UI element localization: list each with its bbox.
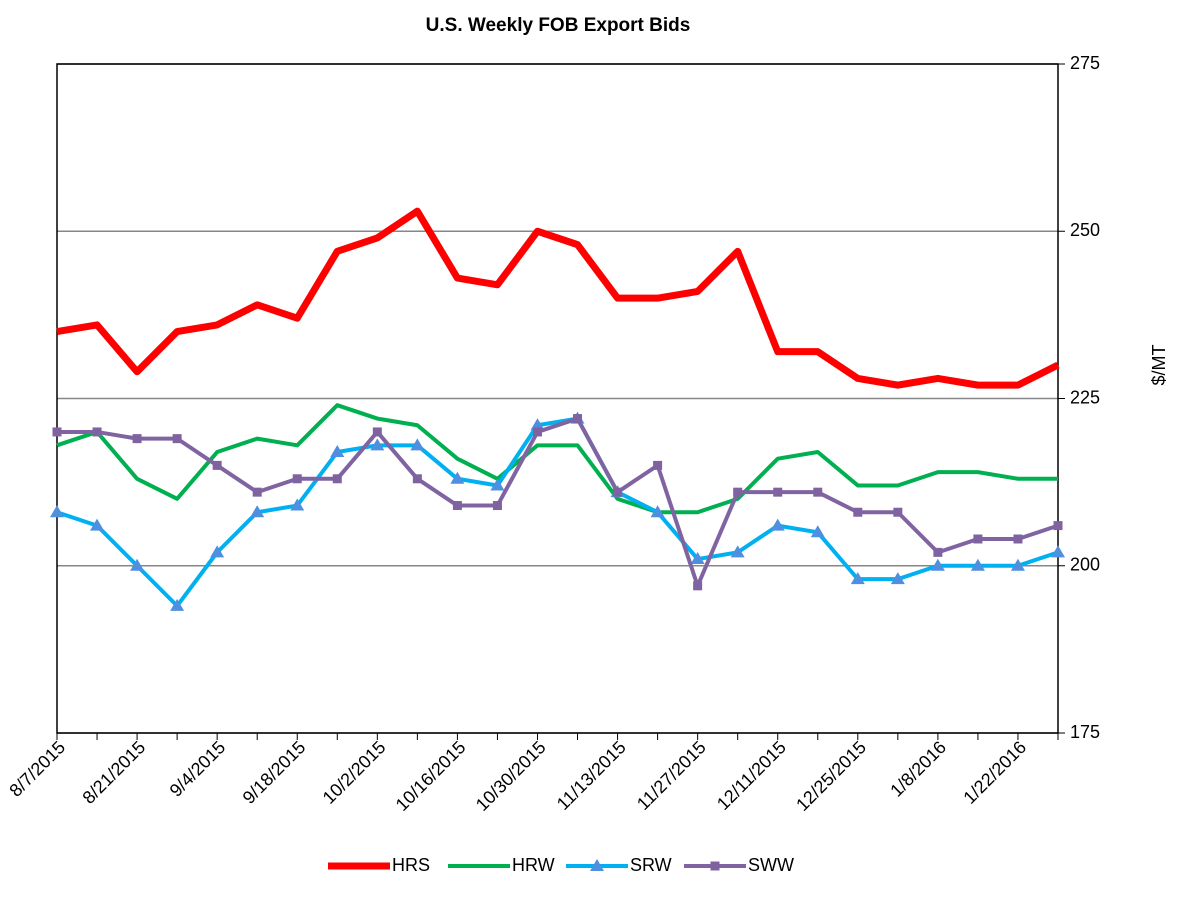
x-tick-label: 10/30/2015 bbox=[472, 737, 550, 815]
point-marker bbox=[490, 478, 505, 491]
point-marker bbox=[132, 434, 142, 444]
point-marker bbox=[210, 545, 225, 558]
point-marker bbox=[650, 505, 665, 518]
point-marker bbox=[770, 518, 785, 531]
point-marker bbox=[450, 471, 465, 484]
x-tick-label: 9/18/2015 bbox=[239, 737, 310, 808]
point-marker bbox=[410, 438, 425, 451]
point-marker bbox=[1053, 521, 1063, 531]
point-marker bbox=[332, 474, 342, 484]
point-marker bbox=[690, 552, 705, 565]
point-marker bbox=[292, 474, 302, 484]
point-marker bbox=[252, 487, 262, 497]
x-tick-label: 8/7/2015 bbox=[5, 737, 69, 801]
point-marker bbox=[850, 572, 865, 585]
series-line bbox=[56, 207, 1060, 389]
point-marker bbox=[810, 525, 825, 538]
point-marker bbox=[372, 427, 382, 437]
point-marker bbox=[532, 427, 542, 437]
legend-label: SWW bbox=[748, 855, 794, 875]
point-marker bbox=[92, 427, 102, 437]
legend-marker bbox=[710, 861, 720, 871]
y-tick-label: 250 bbox=[1070, 220, 1100, 240]
point-marker bbox=[370, 438, 385, 451]
point-marker bbox=[893, 507, 903, 517]
point-marker bbox=[330, 445, 345, 458]
x-tick-label: 12/25/2015 bbox=[792, 737, 870, 815]
series-line bbox=[56, 416, 1059, 608]
chart-title: U.S. Weekly FOB Export Bids bbox=[426, 15, 691, 36]
point-marker bbox=[290, 498, 305, 511]
point-marker bbox=[933, 547, 943, 557]
point-marker bbox=[1051, 545, 1065, 558]
point-marker bbox=[130, 558, 145, 571]
point-marker bbox=[530, 418, 545, 431]
point-marker bbox=[813, 487, 823, 497]
x-tick-label: 10/16/2015 bbox=[392, 737, 470, 815]
point-marker bbox=[773, 487, 783, 497]
x-tick-label: 10/2/2015 bbox=[319, 737, 390, 808]
point-marker bbox=[452, 501, 462, 511]
x-tick-label: 9/4/2015 bbox=[166, 737, 230, 801]
point-marker bbox=[653, 460, 663, 470]
legend-marker bbox=[590, 859, 604, 871]
point-marker bbox=[172, 434, 182, 444]
series bbox=[50, 411, 1065, 611]
x-tick-label: 1/22/2016 bbox=[959, 737, 1030, 808]
y-axis-label: $/MT bbox=[1149, 344, 1169, 385]
point-marker bbox=[613, 487, 623, 497]
plot-border bbox=[56, 63, 1059, 734]
y-tick-label: 200 bbox=[1070, 555, 1100, 575]
point-marker bbox=[730, 545, 745, 558]
series bbox=[52, 414, 1063, 591]
point-marker bbox=[890, 572, 905, 585]
y-tick-label: 175 bbox=[1070, 722, 1100, 742]
point-marker bbox=[1013, 534, 1023, 544]
point-marker bbox=[1010, 558, 1025, 571]
legend-label: SRW bbox=[630, 855, 672, 875]
point-marker bbox=[170, 598, 185, 611]
legend-label: HRW bbox=[512, 855, 555, 875]
point-marker bbox=[212, 460, 222, 470]
x-tick-label: 8/21/2015 bbox=[79, 737, 150, 808]
point-marker bbox=[90, 518, 105, 531]
point-marker bbox=[50, 505, 64, 518]
point-marker bbox=[52, 427, 62, 437]
y-tick-label: 225 bbox=[1070, 387, 1100, 407]
x-tick-label: 11/13/2015 bbox=[553, 737, 630, 814]
series-line bbox=[56, 403, 1058, 515]
series-line bbox=[57, 416, 1059, 588]
point-marker bbox=[970, 558, 985, 571]
point-marker bbox=[973, 534, 983, 544]
series bbox=[56, 403, 1058, 515]
legend-label: HRS bbox=[392, 855, 430, 875]
point-marker bbox=[412, 474, 422, 484]
point-marker bbox=[573, 414, 583, 424]
x-tick-label: 1/8/2016 bbox=[886, 737, 950, 801]
point-marker bbox=[492, 501, 502, 511]
x-tick-label: 11/27/2015 bbox=[633, 737, 710, 814]
point-marker bbox=[930, 558, 945, 571]
point-marker bbox=[853, 507, 863, 517]
point-marker bbox=[250, 505, 265, 518]
y-tick-label: 275 bbox=[1070, 53, 1100, 73]
series bbox=[56, 207, 1060, 389]
x-tick-label: 12/11/2015 bbox=[713, 737, 790, 814]
point-marker bbox=[693, 581, 703, 591]
point-marker bbox=[733, 487, 743, 497]
